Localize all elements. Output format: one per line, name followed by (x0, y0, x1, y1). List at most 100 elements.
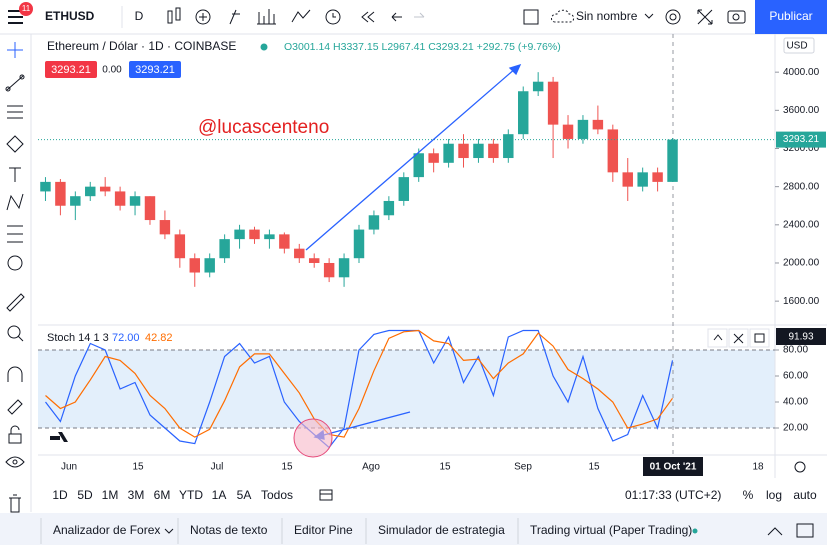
currency[interactable]: USD (786, 41, 807, 52)
stoch-tick-label: 80.00 (783, 345, 808, 356)
cursor-value: 91.93 (788, 332, 813, 343)
range-button[interactable]: 1A (212, 488, 227, 502)
settings-icon[interactable] (794, 461, 806, 473)
range-button[interactable]: 5A (237, 488, 252, 502)
tab-status-dot (692, 528, 698, 534)
stoch-tick-label: 60.00 (783, 371, 808, 382)
badge (19, 2, 33, 16)
currency-box[interactable] (783, 37, 815, 54)
price-tick-label: 4000.00 (783, 67, 820, 78)
bottom-tab[interactable]: Simulador de estrategia (378, 523, 505, 537)
candle-body (652, 172, 663, 182)
candle-body (129, 196, 141, 206)
candle-body (428, 153, 439, 163)
log-toggle[interactable]: log (766, 488, 782, 502)
candle-body (518, 91, 529, 135)
time-label: 18 (752, 462, 764, 473)
range-button[interactable]: 3M (128, 488, 145, 502)
range-button[interactable]: 6M (154, 488, 171, 502)
sell-box[interactable] (45, 61, 97, 78)
candle-body (577, 119, 589, 139)
stoch-name: Stoch 14 1 3 (47, 332, 109, 344)
last-price-label: 3293.21 (783, 134, 820, 145)
stoch-tick-label: 40.00 (783, 397, 808, 408)
publish-label[interactable]: Publicar (769, 9, 812, 23)
candle-body (189, 258, 200, 273)
bottom-tab[interactable]: Analizador de Forex (53, 523, 160, 537)
candle-body (144, 196, 156, 221)
range-button[interactable]: 5D (77, 488, 93, 502)
price-tick-label: 1600.00 (783, 296, 820, 307)
maximize-icon[interactable] (796, 523, 814, 538)
range-button[interactable]: YTD (179, 488, 203, 502)
bottom-tab[interactable]: Editor Pine (294, 523, 353, 537)
cursor-date-box (643, 457, 703, 476)
tab-chevron (164, 528, 174, 534)
price-tick-label: 2800.00 (783, 181, 820, 192)
candle-body (279, 234, 290, 249)
time-label: Jun (61, 462, 77, 473)
time-label: Ago (362, 462, 380, 473)
candle-body (458, 143, 469, 159)
range-button[interactable]: Todos (261, 488, 293, 502)
candle-body (70, 196, 81, 206)
candle-body (159, 220, 171, 235)
candle-body (547, 81, 559, 125)
candle-body (174, 234, 186, 259)
menu-icon[interactable] (8, 10, 23, 24)
bottom-tab[interactable]: Notas de texto (190, 523, 268, 537)
candle-body (264, 234, 275, 240)
candle-body (488, 143, 499, 159)
last-price-tag (776, 131, 826, 148)
candle-body (55, 181, 66, 206)
sell-price[interactable]: 3293.21 (51, 64, 91, 76)
candle-body (443, 143, 454, 163)
time-label: 15 (588, 462, 600, 473)
candle-body (473, 143, 484, 159)
cursor-tag (776, 328, 826, 345)
toolbar-icons[interactable] (167, 7, 746, 25)
candle-body (338, 258, 350, 278)
symbol[interactable]: ETHUSD (45, 9, 95, 23)
bottom-tab[interactable]: Trading virtual (Paper Trading) (530, 523, 692, 537)
candle-body (562, 124, 574, 139)
price-tick-label: 3200.00 (783, 143, 820, 154)
market-dot (260, 43, 268, 51)
publish-button[interactable] (755, 0, 827, 34)
pane-controls[interactable] (707, 328, 770, 348)
drawing-tools[interactable] (5, 42, 25, 513)
layout-name[interactable]: Sin nombre (576, 9, 638, 23)
range-button[interactable]: 1M (102, 488, 119, 502)
time-label: 15 (281, 462, 293, 473)
interval[interactable]: D (135, 9, 144, 23)
stoch-band (38, 350, 775, 428)
time-label: 15 (132, 462, 144, 473)
annotation-circle (293, 418, 333, 458)
spread: 0.00 (102, 65, 122, 76)
time-label: Jul (211, 462, 224, 473)
candle-body (40, 181, 51, 192)
auto-toggle[interactable]: auto (793, 488, 817, 502)
time-label: Sep (514, 462, 532, 473)
collapse-icon[interactable] (767, 527, 783, 536)
candle-body (234, 229, 245, 240)
range-button[interactable]: 1D (52, 488, 68, 502)
ohlc: O3001.14 H3337.15 L2967.41 C3293.21 +292… (284, 41, 561, 53)
watermark: @lucascenteno (198, 117, 329, 138)
candle-body (503, 134, 514, 159)
badge-count: 11 (22, 4, 31, 13)
symbol-title: Ethereum / Dólar · 1D · COINBASE (47, 39, 236, 53)
percent-toggle[interactable]: % (743, 488, 754, 502)
date-range-icon[interactable] (319, 489, 333, 501)
clock: 01:17:33 (UTC+2) (625, 488, 721, 502)
time-label: 15 (439, 462, 451, 473)
time-label: 01 Oct '21 (650, 462, 697, 473)
annotation-arrows (305, 63, 522, 440)
candle-body (308, 258, 320, 263)
candle-body (114, 191, 126, 206)
candle-body (592, 119, 604, 130)
buy-box[interactable] (129, 61, 181, 78)
candle-body (383, 200, 395, 216)
candle-body (219, 239, 230, 259)
buy-price[interactable]: 3293.21 (135, 64, 175, 76)
